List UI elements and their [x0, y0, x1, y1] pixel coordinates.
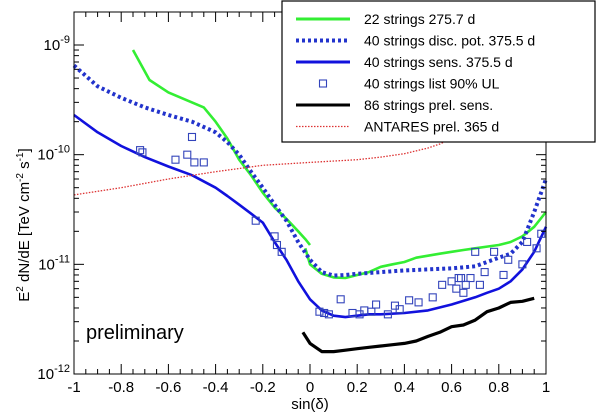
ul-marker	[452, 284, 461, 293]
axes: -1 -0.8 -0.6 -0.4 -0.2 0 0.2 0.4 0.6 0.8 1 10-12 10-…	[37, 11, 550, 396]
x-tick-label: 0.2	[347, 379, 368, 396]
ul-marker	[183, 150, 192, 159]
legend-label: 22 strings 275.7 d	[364, 11, 475, 27]
series-line-3	[73, 113, 548, 319]
ul-marker	[187, 132, 197, 142]
ul-marker	[459, 288, 468, 297]
legend: 22 strings 275.7 d 40 strings disc. pot. …	[281, 0, 596, 143]
ul-marker	[138, 148, 147, 157]
y-tick-label: 10-10	[37, 144, 70, 164]
ul-marker	[383, 310, 392, 319]
x-tick-label: 0.8	[488, 379, 509, 396]
legend-swatch	[318, 79, 328, 88]
series-line-1	[304, 211, 548, 280]
ul-marker	[523, 237, 532, 247]
preliminary-annotation: preliminary	[86, 322, 184, 344]
ul-marker	[471, 247, 480, 256]
ul-marker	[395, 305, 404, 314]
ul-marker	[251, 216, 260, 225]
x-tick-label: -0.8	[108, 379, 134, 396]
x-tick-label: -0.2	[250, 379, 276, 396]
ul-marker	[320, 308, 329, 318]
x-tick-label: -0.6	[155, 379, 181, 396]
legend-box	[281, 0, 596, 143]
ul-marker	[447, 277, 456, 286]
ul-marker	[480, 268, 489, 277]
ul-marker	[499, 270, 508, 280]
y-tick-label: 10-12	[37, 363, 70, 383]
y-tick-label: 10-11	[38, 253, 70, 273]
ul-marker	[454, 273, 463, 283]
x-tick-label: -1	[67, 379, 80, 396]
ul-marker	[461, 280, 470, 289]
x-tick-label: 1	[542, 379, 550, 396]
ul-marker	[537, 229, 546, 238]
ul-marker	[490, 247, 499, 256]
ul-marker	[199, 158, 208, 167]
ul-marker	[136, 146, 145, 155]
ul-marker	[414, 298, 423, 307]
ul-marker	[405, 296, 414, 305]
ul-marker	[277, 247, 286, 256]
legend-label: ANTARES prel. 365 d	[364, 119, 499, 135]
ul-marker	[272, 240, 282, 250]
legend-label: 40 strings sens. 375.5 d	[364, 54, 513, 70]
ul-marker	[428, 293, 437, 302]
x-tick-label: 0	[306, 379, 314, 396]
y-axis-title: E2 dN/dE [TeV cm-2 s-1]	[15, 148, 33, 301]
series-layer	[72, 49, 548, 354]
x-tick-label: 0.6	[441, 379, 462, 396]
ul-marker	[518, 260, 527, 269]
ul-marker	[438, 280, 447, 289]
legend-label: 86 strings prel. sens.	[364, 97, 493, 113]
ul-marker	[475, 280, 484, 289]
ul-marker	[466, 273, 475, 283]
ul-marker	[324, 310, 333, 319]
series-line-0	[131, 49, 312, 246]
series-line-2	[72, 63, 548, 278]
ul-marker	[372, 300, 381, 309]
ul-marker	[190, 158, 199, 167]
ul-marker	[532, 244, 541, 253]
y-tick-label: 10-9	[44, 34, 70, 54]
series-line-5	[301, 296, 535, 354]
ul-marker	[315, 307, 324, 316]
ul-marker	[367, 307, 376, 316]
ul-marker	[456, 273, 466, 283]
legend-label: 40 strings disc. pot. 375.5 d	[364, 33, 535, 49]
x-tick-label: -0.4	[203, 379, 229, 396]
ul-marker	[270, 232, 279, 241]
x-tick-label: 0.4	[394, 379, 415, 396]
ul-marker	[504, 255, 513, 264]
legend-label: 40 strings list 90% UL	[364, 76, 500, 92]
series-line-6	[73, 121, 471, 196]
ul-marker	[336, 295, 345, 304]
ul-marker	[171, 155, 180, 164]
x-axis-title: sin(δ)	[291, 396, 329, 413]
